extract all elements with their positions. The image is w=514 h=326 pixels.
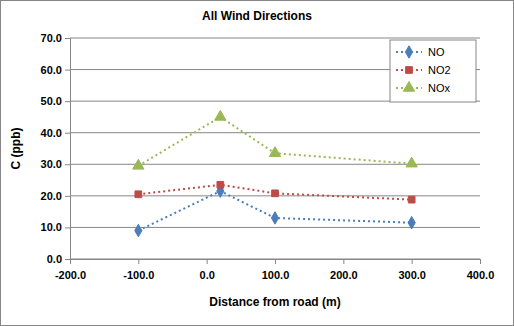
tick-mark [65, 38, 70, 39]
legend-marker [406, 67, 413, 74]
tick-label: 40.0 [41, 127, 62, 139]
y-tick: 60.0 [41, 64, 70, 76]
tick-label: 70.0 [41, 32, 62, 44]
x-tick: -200.0 [55, 259, 86, 281]
tick-mark [65, 164, 70, 165]
marker [269, 147, 280, 157]
x-tick: 200.0 [330, 259, 358, 281]
x-axis-title: Distance from road (m) [209, 295, 340, 309]
legend: NO NO2 NOx [390, 40, 476, 102]
y-tick: 20.0 [41, 190, 70, 202]
legend-box [390, 40, 476, 102]
legend-label: NO2 [428, 64, 451, 76]
series-line [138, 185, 411, 200]
axis-line [71, 260, 481, 265]
tick-label: 200.0 [330, 269, 358, 281]
marker [135, 191, 142, 198]
legend-entry: NOx [396, 81, 451, 94]
tick-mark [412, 259, 413, 264]
legend-marker [405, 46, 412, 58]
tick-label: 0.0 [47, 253, 62, 265]
tick-label: -100.0 [123, 269, 154, 281]
grid-line [70, 132, 480, 133]
y-tick: 0.0 [47, 253, 70, 265]
tick-mark [207, 259, 208, 264]
y-axis: 0.0 10.0 20.0 30.0 40.0 50.0 60.0 70.0 [41, 32, 71, 265]
marker [408, 216, 415, 228]
tick-label: -200.0 [55, 269, 86, 281]
marker [271, 212, 278, 224]
legend-entry: NO [396, 46, 445, 58]
grid-line [70, 164, 480, 165]
tick-mark [70, 259, 71, 264]
tick-label: 0.0 [200, 269, 215, 281]
tick-label: 60.0 [41, 64, 62, 76]
tick-label: 100.0 [262, 269, 290, 281]
y-tick: 10.0 [41, 221, 70, 233]
marker [133, 159, 144, 169]
y-tick: 30.0 [41, 158, 70, 170]
chart: 0.0 10.0 20.0 30.0 40.0 50.0 60.0 70.0 -200.0 -10… [0, 0, 514, 326]
tick-mark [65, 133, 70, 134]
marker [217, 181, 224, 188]
tick-mark [65, 259, 70, 260]
tick-label: 300.0 [398, 269, 426, 281]
grid-line [70, 227, 480, 228]
legend-marker [403, 81, 414, 91]
tick-label: 20.0 [41, 190, 62, 202]
marker [408, 196, 415, 203]
x-tick: 300.0 [398, 259, 426, 281]
tick-mark [343, 259, 344, 264]
tick-label: 30.0 [41, 158, 62, 170]
axis-line [65, 39, 71, 260]
x-tick: 0.0 [200, 259, 215, 281]
marker [135, 224, 142, 236]
tick-mark [138, 259, 139, 264]
y-tick: 50.0 [41, 95, 70, 107]
tick-mark [65, 196, 70, 197]
x-axis: -200.0 -100.0 0.0 100.0 200.0 300.0 400.0 [55, 259, 494, 281]
tick-mark [65, 101, 70, 102]
marker [406, 157, 417, 167]
tick-mark [480, 259, 481, 264]
tick-label: 10.0 [41, 221, 62, 233]
chart-border [1, 1, 514, 326]
title: All Wind Directions [202, 9, 312, 23]
tick-mark [65, 70, 70, 71]
tick-label: 50.0 [41, 95, 62, 107]
marker [215, 110, 226, 120]
y-tick: 70.0 [41, 32, 70, 44]
x-tick: -100.0 [123, 259, 154, 281]
grid-line [70, 38, 480, 39]
tick-mark [65, 227, 70, 228]
legend-entry: NO2 [396, 64, 451, 76]
x-tick: 400.0 [467, 259, 495, 281]
y-axis-title: C (ppb) [9, 128, 23, 170]
tick-label: 400.0 [467, 269, 495, 281]
x-tick: 100.0 [262, 259, 290, 281]
legend-label: NOx [428, 82, 451, 94]
series-line [138, 117, 411, 166]
grid [70, 38, 480, 259]
legend-label: NO [428, 46, 445, 58]
y-tick: 40.0 [41, 127, 70, 139]
marker [272, 190, 279, 197]
tick-mark [275, 259, 276, 264]
plot-area [133, 110, 418, 236]
